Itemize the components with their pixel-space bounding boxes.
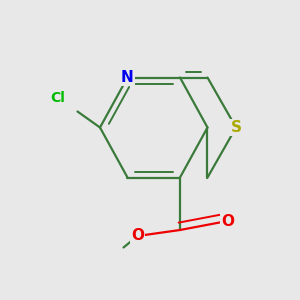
- Text: N: N: [121, 70, 134, 85]
- Text: O: O: [221, 214, 234, 229]
- Text: Cl: Cl: [50, 91, 65, 104]
- Text: O: O: [131, 229, 144, 244]
- Text: S: S: [230, 120, 242, 135]
